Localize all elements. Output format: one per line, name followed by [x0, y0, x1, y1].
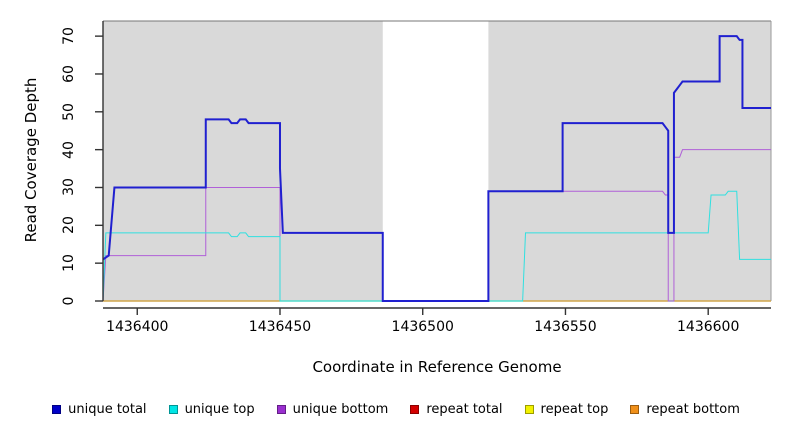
legend-item[interactable]: repeat top: [524, 401, 609, 417]
legend-swatch-icon: [168, 404, 178, 414]
y-tick-label: 10: [61, 254, 77, 273]
series-unique-top: [102, 190, 771, 302]
y-tick-label: 50: [61, 102, 77, 121]
legend-swatch-icon: [410, 404, 420, 414]
legend-label: unique top: [184, 401, 255, 417]
x-tick-label: 1436500: [391, 319, 454, 335]
x-tick-label: 1436450: [248, 319, 312, 335]
y-tick-label: 70: [61, 27, 77, 46]
coverage-gap-region: [382, 21, 489, 301]
series-unique-bottom: [102, 149, 771, 302]
x-axis-label: Coordinate in Reference Genome: [312, 358, 562, 376]
y-tick-label: 60: [61, 65, 77, 83]
legend-item[interactable]: unique total: [52, 401, 147, 417]
y-tick-label: 40: [61, 140, 77, 159]
x-tick-label: 1436550: [534, 319, 597, 335]
y-tick-label: 30: [61, 178, 77, 197]
legend-label: repeat top: [540, 401, 609, 417]
x-tick-label: 1436600: [677, 319, 740, 335]
legend-item[interactable]: unique top: [168, 401, 255, 417]
legend-label: unique bottom: [292, 401, 389, 417]
chart-legend: unique total unique top unique bottom repea…: [0, 396, 792, 422]
y-tick-label: 20: [61, 216, 77, 235]
legend-swatch-icon: [524, 404, 534, 414]
legend-swatch-icon: [630, 404, 640, 414]
legend-label: unique total: [68, 401, 147, 417]
x-tick-label: 1436400: [106, 319, 169, 335]
y-tick-label: 0: [61, 296, 77, 306]
legend-item[interactable]: unique bottom: [276, 401, 389, 417]
legend-swatch-icon: [276, 404, 286, 414]
series-unique-total: [102, 35, 771, 302]
legend-label: repeat total: [426, 401, 503, 417]
legend-label: repeat bottom: [646, 401, 740, 417]
legend-item[interactable]: repeat total: [410, 401, 503, 417]
legend-item[interactable]: repeat bottom: [630, 402, 740, 417]
legend-swatch-icon: [52, 404, 62, 414]
